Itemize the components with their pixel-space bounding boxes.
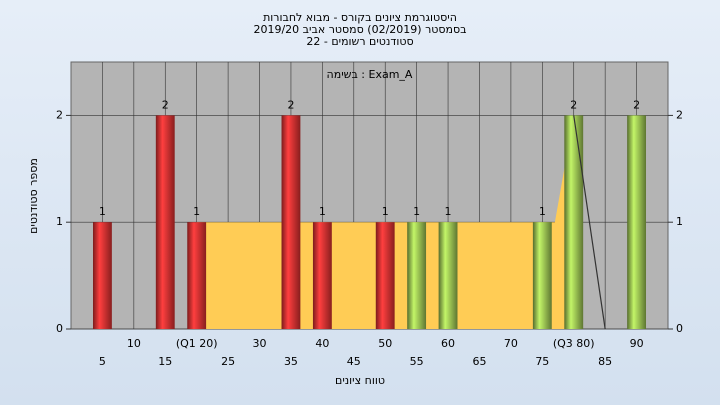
data-label: 1 bbox=[193, 205, 200, 218]
x-tick-label: 25 bbox=[221, 355, 235, 368]
data-label: 1 bbox=[319, 205, 326, 218]
x-tick-label: 85 bbox=[598, 355, 612, 368]
x-tick-label: 65 bbox=[472, 355, 486, 368]
x-tick-label: 50 bbox=[378, 337, 392, 350]
x-tick-label: 60 bbox=[441, 337, 455, 350]
y-axis-label: מספר סטודנטים bbox=[27, 158, 40, 234]
x-tick-label: 10 bbox=[127, 337, 141, 350]
y-tick-label: 1 bbox=[56, 215, 63, 228]
x-tick-label: 75 bbox=[535, 355, 549, 368]
x-tick-label: 30 bbox=[253, 337, 267, 350]
chart-subtitle: סטודנטים רשומים - 22 bbox=[306, 35, 413, 48]
bar bbox=[375, 222, 395, 329]
y-tick-label: 0 bbox=[56, 322, 63, 335]
data-label: 2 bbox=[162, 98, 169, 111]
data-label: 2 bbox=[287, 98, 294, 111]
data-label: 1 bbox=[99, 205, 106, 218]
bar bbox=[312, 222, 332, 329]
data-label: 1 bbox=[539, 205, 546, 218]
x-tick-label: (Q1 20) bbox=[176, 337, 218, 350]
chart-title: היסטוגרמת ציונים בקורס - מבוא לחבורות bbox=[263, 11, 457, 24]
x-tick-label: 35 bbox=[284, 355, 298, 368]
x-tick-label: 90 bbox=[630, 337, 644, 350]
y2-tick-label: 0 bbox=[676, 322, 683, 335]
data-label: 1 bbox=[382, 205, 389, 218]
annotation: בשימה : Exam_A bbox=[327, 68, 413, 81]
x-tick-label: 70 bbox=[504, 337, 518, 350]
y2-tick-label: 2 bbox=[676, 108, 683, 121]
data-label: 2 bbox=[570, 98, 577, 111]
data-label: 2 bbox=[633, 98, 640, 111]
data-label: 1 bbox=[413, 205, 420, 218]
y2-tick-label: 1 bbox=[676, 215, 683, 228]
chart-subtitle: בסמסטר (02/2019) סמסטר אביב 2019/20 bbox=[253, 23, 466, 36]
x-tick-label: 45 bbox=[347, 355, 361, 368]
bar bbox=[187, 222, 207, 329]
x-tick-label: (Q3 80) bbox=[553, 337, 595, 350]
bar bbox=[155, 115, 175, 330]
bar bbox=[532, 222, 552, 329]
x-tick-label: 5 bbox=[99, 355, 106, 368]
x-tick-label: 40 bbox=[315, 337, 329, 350]
line bbox=[573, 115, 606, 330]
data-label: 1 bbox=[445, 205, 452, 218]
x-axis-label: טווח ציונים bbox=[335, 374, 385, 387]
x-tick-label: 15 bbox=[158, 355, 172, 368]
bar bbox=[627, 115, 647, 330]
bar bbox=[92, 222, 112, 329]
bar bbox=[438, 222, 458, 329]
bar bbox=[564, 115, 584, 330]
bar bbox=[407, 222, 427, 329]
bar bbox=[281, 115, 301, 330]
y-tick-label: 2 bbox=[56, 108, 63, 121]
x-tick-label: 55 bbox=[410, 355, 424, 368]
